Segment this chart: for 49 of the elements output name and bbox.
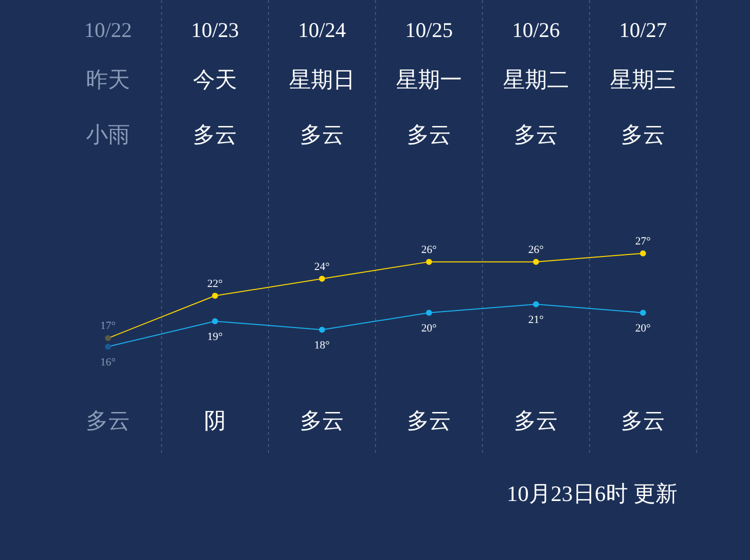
text: 多云 bbox=[406, 122, 452, 147]
point bbox=[212, 318, 218, 324]
point bbox=[105, 335, 111, 342]
text: 多云 bbox=[620, 122, 666, 147]
data-label: 18° bbox=[314, 340, 330, 352]
point bbox=[212, 292, 218, 299]
text: 星期二 bbox=[502, 67, 570, 92]
text: 星期日 bbox=[288, 67, 356, 92]
data-label: 21° bbox=[528, 314, 544, 326]
text: 阴 bbox=[203, 408, 227, 433]
point bbox=[426, 258, 432, 265]
point bbox=[533, 301, 539, 308]
x-tick-label: 10/22 bbox=[84, 18, 132, 42]
point bbox=[426, 310, 432, 316]
point bbox=[533, 258, 539, 265]
x-tick-label: 10/23 bbox=[191, 18, 239, 42]
text: 多云 bbox=[299, 408, 345, 433]
data-label: 26° bbox=[421, 244, 437, 256]
data-label: 19° bbox=[207, 331, 223, 344]
data-label: 24° bbox=[314, 260, 330, 273]
text: 星期一 bbox=[395, 67, 463, 92]
point bbox=[319, 276, 325, 282]
point bbox=[640, 250, 646, 256]
text: 10月23日6时 更新 bbox=[506, 480, 678, 508]
point bbox=[105, 344, 111, 350]
text: 小雨 bbox=[85, 122, 131, 147]
x-tick-label: 10/24 bbox=[298, 18, 346, 42]
x-tick-label: 10/27 bbox=[619, 18, 667, 42]
point bbox=[640, 310, 646, 316]
text: 今天 bbox=[192, 67, 238, 92]
x-tick-label: 10/26 bbox=[512, 18, 560, 42]
text: 多云 bbox=[513, 408, 559, 433]
data-label: 27° bbox=[635, 235, 651, 248]
text: 多云 bbox=[299, 122, 345, 147]
data-label: 26° bbox=[528, 244, 544, 256]
text: 昨天 bbox=[85, 67, 131, 92]
data-label: 20° bbox=[635, 322, 651, 335]
data-label: 22° bbox=[207, 278, 223, 290]
point bbox=[319, 326, 325, 333]
text: 多云 bbox=[620, 408, 666, 433]
text: 多云 bbox=[85, 408, 131, 433]
text: 多云 bbox=[513, 122, 559, 147]
data-label: 20° bbox=[421, 322, 437, 335]
text: 多云 bbox=[406, 408, 452, 433]
x-tick-label: 10/25 bbox=[405, 18, 453, 42]
text: 多云 bbox=[192, 122, 238, 147]
data-label: 16° bbox=[100, 356, 116, 369]
data-label: 17° bbox=[100, 320, 116, 332]
text: 星期三 bbox=[609, 67, 677, 92]
